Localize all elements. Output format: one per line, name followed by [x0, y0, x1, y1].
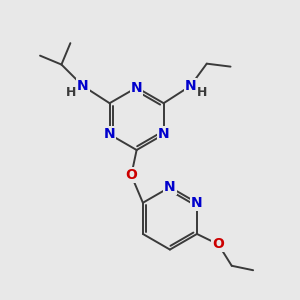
Text: O: O: [212, 237, 224, 251]
Text: H: H: [196, 86, 207, 99]
Text: N: N: [191, 196, 203, 210]
Text: N: N: [158, 128, 170, 141]
Text: N: N: [131, 81, 142, 94]
Text: N: N: [184, 79, 196, 93]
Text: N: N: [77, 79, 89, 93]
Text: N: N: [164, 180, 176, 194]
Text: H: H: [66, 86, 77, 99]
Text: O: O: [125, 168, 137, 182]
Text: N: N: [104, 128, 116, 141]
